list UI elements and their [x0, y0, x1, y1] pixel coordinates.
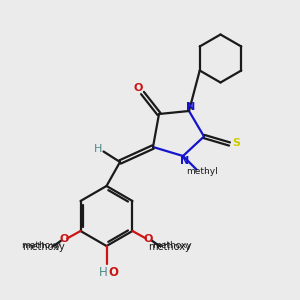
Text: O: O	[144, 234, 153, 244]
Text: methyl: methyl	[186, 167, 218, 176]
Text: methoxy: methoxy	[148, 242, 190, 252]
Text: O: O	[60, 234, 69, 244]
Text: methyl: methyl	[205, 171, 209, 172]
Text: methoxy: methoxy	[21, 242, 61, 250]
Text: H: H	[98, 266, 107, 279]
Text: O: O	[108, 266, 118, 279]
Text: O: O	[133, 82, 143, 93]
Text: N: N	[180, 155, 189, 166]
Text: S: S	[232, 138, 240, 148]
Text: methoxy: methoxy	[152, 242, 192, 250]
Text: H: H	[94, 144, 102, 154]
Text: methoxy: methoxy	[22, 242, 65, 252]
Text: N: N	[186, 102, 195, 112]
